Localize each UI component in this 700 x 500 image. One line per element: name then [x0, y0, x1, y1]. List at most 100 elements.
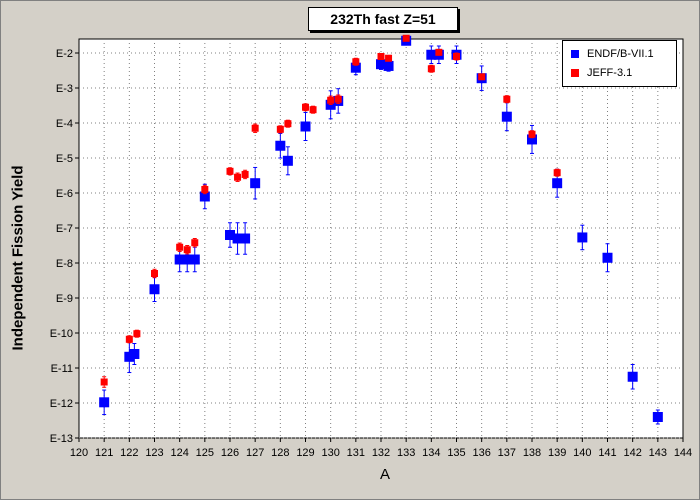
- data-point: [234, 173, 242, 181]
- x-tick-label: 121: [95, 447, 113, 459]
- x-tick-label: 139: [548, 447, 566, 459]
- y-tick-label: E-7: [56, 223, 73, 235]
- data-point: [577, 232, 588, 243]
- data-point: [232, 233, 243, 244]
- x-tick-label: 120: [70, 447, 88, 459]
- data-point: [133, 330, 141, 338]
- data-point: [199, 191, 210, 202]
- data-point: [327, 96, 335, 104]
- legend-swatch-jeff: [571, 69, 579, 77]
- legend-swatch-endf: [571, 50, 579, 58]
- y-tick-label: E-9: [56, 293, 73, 305]
- data-point: [501, 111, 512, 122]
- legend: ENDF/B-VII.1 JEFF-3.1: [562, 40, 677, 87]
- data-point: [309, 106, 317, 114]
- x-tick-label: 123: [145, 447, 163, 459]
- data-point: [226, 167, 234, 175]
- data-point: [250, 178, 261, 189]
- data-point: [282, 155, 293, 166]
- x-tick-label: 134: [422, 447, 440, 459]
- data-point: [602, 252, 613, 263]
- x-tick-label: 144: [674, 447, 692, 459]
- data-point: [627, 371, 638, 382]
- data-point: [191, 239, 199, 247]
- data-point: [176, 243, 184, 251]
- data-point: [385, 54, 393, 62]
- x-axis-label: A: [379, 466, 390, 483]
- x-tick-label: 127: [246, 447, 264, 459]
- data-point: [302, 103, 309, 111]
- y-tick-label: E-4: [56, 118, 73, 130]
- data-point: [528, 130, 536, 138]
- data-point: [225, 230, 235, 240]
- plot-background: [78, 38, 684, 439]
- x-tick-label: 143: [649, 447, 667, 459]
- data-point: [553, 169, 561, 177]
- y-tick-label: E-8: [56, 258, 73, 270]
- data-point: [284, 120, 292, 128]
- data-point: [377, 53, 385, 60]
- y-tick-label: E-3: [56, 83, 73, 95]
- data-point: [552, 178, 563, 189]
- data-point: [334, 95, 342, 103]
- x-tick-label: 133: [397, 447, 415, 459]
- data-point: [478, 73, 486, 81]
- data-point: [383, 60, 394, 71]
- data-point: [241, 170, 249, 178]
- data-point: [427, 65, 435, 73]
- y-tick-label: E-11: [51, 363, 73, 375]
- data-point: [352, 58, 360, 66]
- x-tick-label: 141: [598, 447, 616, 459]
- data-point: [125, 335, 133, 343]
- y-tick-label: E-10: [50, 328, 73, 340]
- x-tick-label: 129: [296, 447, 314, 459]
- x-tick-label: 131: [347, 447, 365, 459]
- data-point: [174, 254, 185, 265]
- data-point: [99, 397, 110, 408]
- data-point: [189, 254, 200, 265]
- x-tick-label: 122: [120, 447, 138, 459]
- legend-item-jeff: JEFF-3.1: [571, 67, 632, 79]
- x-tick-label: 128: [271, 447, 289, 459]
- x-tick-label: 142: [623, 447, 641, 459]
- data-point: [503, 95, 511, 103]
- y-tick-label: E-13: [50, 433, 73, 445]
- y-axis-label: Independent Fission Yield: [3, 165, 33, 350]
- chart-title-text: 232Th fast Z=51: [330, 11, 436, 27]
- x-tick-label: 137: [498, 447, 516, 459]
- y-axis-ticks: E-2 E-3 E-4 E-5 E-6 E-7 E-8 E-9 E-10 E-11 E-12 E-13: [50, 48, 79, 445]
- x-tick-label: 138: [523, 447, 541, 459]
- y-tick-label: E-6: [56, 188, 73, 200]
- y-axis-label-text: Independent Fission Yield: [9, 165, 27, 351]
- x-tick-label: 135: [447, 447, 465, 459]
- x-tick-label: 132: [372, 447, 390, 459]
- data-point: [376, 59, 386, 70]
- data-point: [124, 351, 135, 362]
- data-point: [149, 284, 160, 295]
- legend-label-jeff: JEFF-3.1: [587, 67, 633, 79]
- data-point: [453, 53, 460, 60]
- data-point: [275, 140, 286, 151]
- y-tick-label: E-5: [56, 153, 73, 165]
- x-axis-ticks: 120 121 122 123 124 125 126 127 128 129 130 131 132 1…: [70, 438, 692, 459]
- series-jeff: [100, 34, 561, 388]
- y-tick-label: E-12: [50, 398, 73, 410]
- data-point: [276, 125, 284, 133]
- data-point: [350, 62, 361, 73]
- data-point: [151, 270, 158, 277]
- x-tick-label: 125: [196, 447, 214, 459]
- data-point: [201, 186, 209, 193]
- x-tick-label: 136: [472, 447, 490, 459]
- data-point: [435, 48, 443, 56]
- y-tick-label: E-2: [56, 48, 73, 60]
- data-point: [129, 349, 140, 359]
- data-point: [426, 49, 437, 60]
- data-point: [251, 124, 259, 132]
- data-point: [527, 134, 537, 145]
- data-point: [240, 233, 251, 244]
- x-tick-label: 124: [170, 447, 188, 459]
- x-tick-label: 130: [321, 447, 339, 459]
- x-tick-label: 140: [573, 447, 591, 459]
- data-point: [182, 254, 193, 265]
